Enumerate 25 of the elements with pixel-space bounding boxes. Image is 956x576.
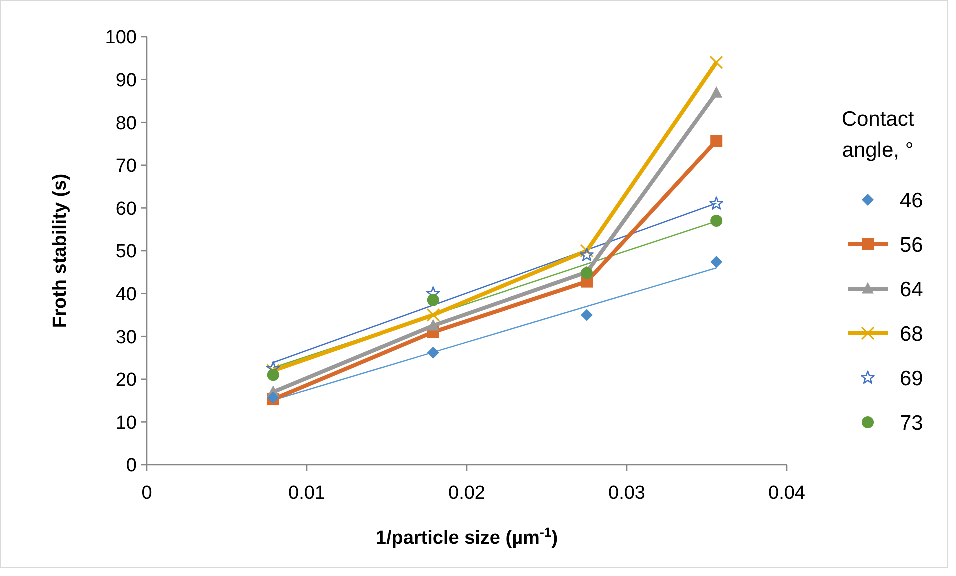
x-tick-label: 0.04 xyxy=(768,483,806,504)
y-axis-title: Froth stability (s) xyxy=(50,174,71,328)
legend-label: 56 xyxy=(900,234,924,257)
y-tick-label: 70 xyxy=(116,156,137,178)
legend-label: 46 xyxy=(900,189,924,212)
y-tick-label: 10 xyxy=(116,412,137,434)
y-tick-label: 100 xyxy=(105,28,137,49)
legend-title: Contact angle, ° xyxy=(842,108,914,162)
y-tick-label: 90 xyxy=(116,70,137,92)
y-tick-label: 80 xyxy=(116,113,137,134)
x-axis-title: 1/particle size (µm$^{-1}$) xyxy=(376,524,558,549)
y-tick-label: 20 xyxy=(116,370,137,392)
legend-label: 68 xyxy=(900,322,924,346)
legend-label: 69 xyxy=(900,367,924,390)
y-tick-label: 0 xyxy=(126,456,137,477)
y-tick-label: 60 xyxy=(116,198,137,220)
x-tick-label: 0.01 xyxy=(288,483,326,504)
x-tick-label: 0 xyxy=(142,483,152,504)
x-tick-label: 0.02 xyxy=(448,483,486,504)
y-tick-label: 50 xyxy=(116,242,137,263)
x-tick-label: 0.03 xyxy=(608,483,646,504)
legend-label: 73 xyxy=(900,412,924,435)
y-tick-label: 40 xyxy=(116,284,137,306)
y-tick-label: 30 xyxy=(116,327,137,348)
legend-label: 64 xyxy=(900,278,924,302)
